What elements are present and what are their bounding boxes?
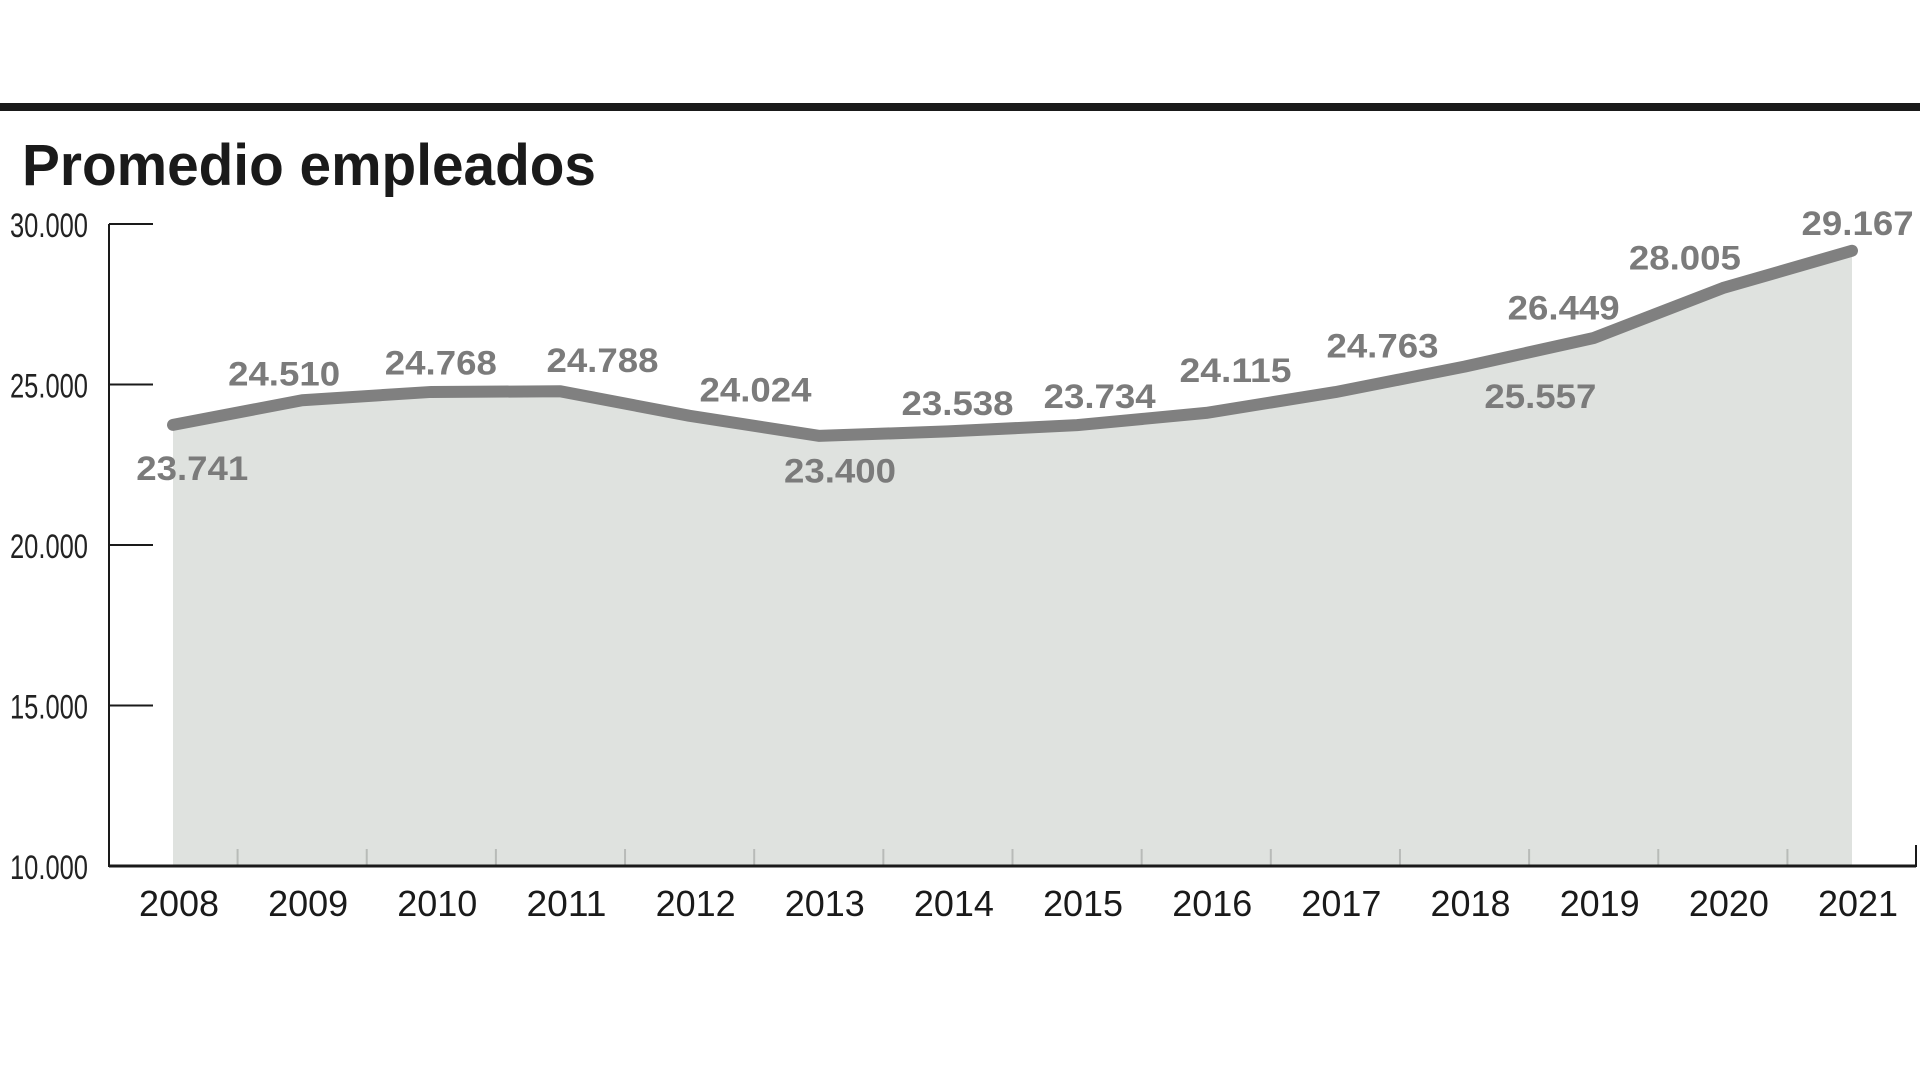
data-label: 24.115 (1180, 352, 1292, 390)
chart-title: Promedio empleados (22, 133, 596, 198)
x-tick-label: 2020 (1689, 883, 1769, 924)
area-fill (173, 250, 1852, 866)
x-tick-label: 2008 (139, 883, 219, 924)
x-tick-label: 2014 (914, 883, 994, 924)
series-line (167, 244, 1858, 442)
data-label: 24.024 (700, 372, 812, 410)
x-tick-label: 2009 (268, 883, 348, 924)
data-label: 23.538 (902, 385, 1014, 423)
y-tick-label: 20.000 (10, 528, 88, 566)
y-tick-label: 25.000 (10, 368, 88, 406)
top-rule (0, 103, 1920, 111)
x-tick-label: 2019 (1560, 883, 1640, 924)
x-tick-label: 2015 (1043, 883, 1123, 924)
x-tick-label: 2010 (397, 883, 477, 924)
data-label: 29.167 (1802, 205, 1914, 243)
data-label: 24.763 (1326, 328, 1438, 366)
data-label: 23.741 (136, 450, 248, 488)
data-label: 25.557 (1484, 378, 1596, 416)
data-label: 26.449 (1508, 290, 1620, 328)
x-tick-label: 2021 (1818, 883, 1898, 924)
data-label: 24.788 (546, 342, 658, 380)
y-tick-label: 15.000 (10, 689, 88, 727)
x-tick-label: 2016 (1172, 883, 1252, 924)
y-tick-label: 10.000 (10, 849, 88, 887)
x-tick-label: 2012 (656, 883, 736, 924)
data-label: 28.005 (1629, 239, 1741, 277)
data-label: 24.768 (385, 345, 497, 383)
data-label: 23.734 (1044, 378, 1156, 416)
x-tick-label: 2013 (785, 883, 865, 924)
y-tick-label: 30.000 (10, 207, 88, 245)
x-tick-label: 2018 (1431, 883, 1511, 924)
x-tick-label: 2017 (1301, 883, 1381, 924)
x-tick-label: 2011 (526, 883, 606, 924)
data-label: 24.510 (228, 356, 340, 394)
data-label: 23.400 (784, 452, 896, 490)
